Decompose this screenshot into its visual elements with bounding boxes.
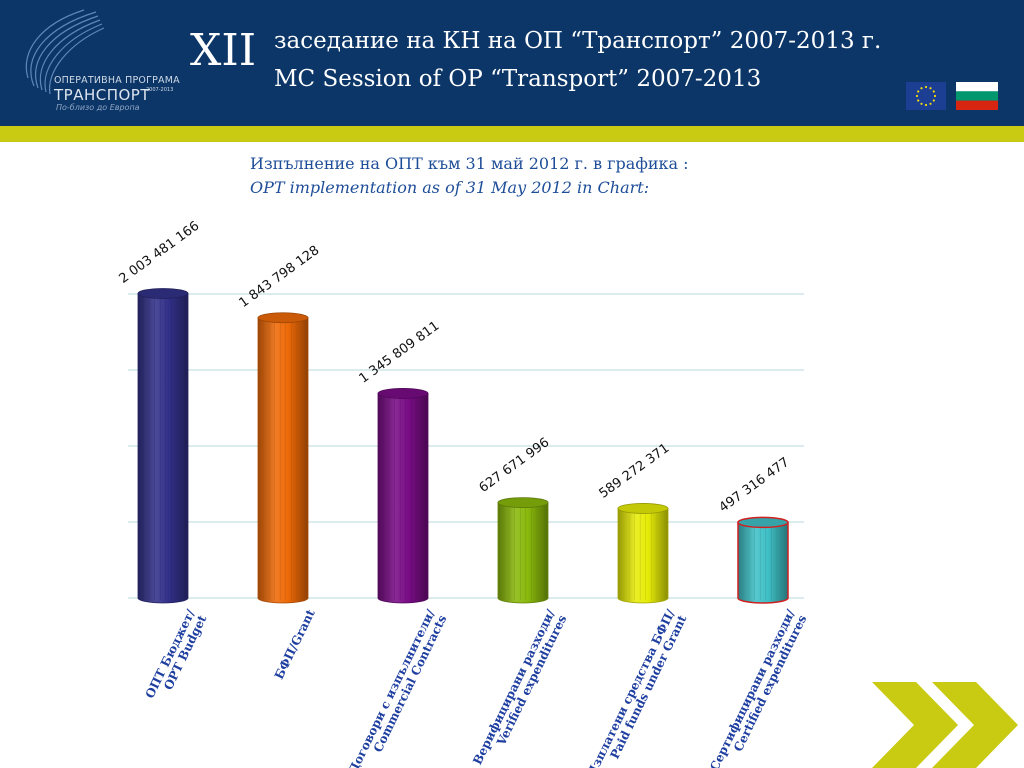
header-bar xyxy=(0,0,1024,126)
logo-text-years: 2007-2013 xyxy=(146,87,174,93)
bar-cap-5 xyxy=(737,516,789,529)
logo-swoosh-icon xyxy=(25,9,105,95)
value-label-2: 1 345 809 811 xyxy=(357,319,443,387)
chart-subtitle-en: OPT implementation as of 31 May 2012 in … xyxy=(250,178,650,197)
session-number: XII xyxy=(190,25,257,76)
next-chevrons-icon[interactable] xyxy=(872,682,1024,768)
logo-text-transport: ТРАНСПОРТ xyxy=(54,86,151,104)
bar-4 xyxy=(617,508,669,604)
bar-cap-2 xyxy=(377,388,429,399)
category-label-2: Договори с изпълнители/Commercial Contra… xyxy=(346,607,450,768)
eu-flag-icon xyxy=(906,82,946,110)
bar-2 xyxy=(377,393,429,604)
chart-subtitle-bg: Изпълнение на ОПТ към 31 май 2012 г. в г… xyxy=(250,154,689,173)
value-label-4: 589 272 371 xyxy=(597,441,673,502)
value-label-3: 627 671 996 xyxy=(477,435,553,496)
page-title-bg: заседание на КН на ОП “Транспорт” 2007-2… xyxy=(274,28,882,54)
category-label-1: БФП/Grant xyxy=(272,607,318,682)
op-transport-logo: ОПЕРАТИВНА ПРОГРАМА ТРАНСПОРТ 2007-2013 … xyxy=(14,8,189,114)
bar-cap-1 xyxy=(257,312,309,324)
bar-0 xyxy=(137,293,189,604)
category-label-0: ОПТ Бюджет/OPT Budget xyxy=(143,607,210,707)
logo-text-program: ОПЕРАТИВНА ПРОГРАМА xyxy=(54,75,180,86)
bulgaria-flag-icon xyxy=(956,82,998,110)
value-label-1: 1 843 798 128 xyxy=(237,243,323,311)
category-label-3: Верифицирани разходи/Verified expenditur… xyxy=(470,607,569,768)
logo-text-slogan: По-близо до Европа xyxy=(56,103,140,112)
value-label-5: 497 316 477 xyxy=(717,455,793,516)
page-title-en: MC Session of OP “Transport” 2007-2013 xyxy=(274,66,762,92)
bar-5 xyxy=(737,521,789,604)
value-label-0: 2 003 481 166 xyxy=(117,219,203,287)
bar-cap-0 xyxy=(137,288,189,299)
bar-cap-3 xyxy=(497,497,549,508)
bar-cap-4 xyxy=(617,503,669,514)
bar-1 xyxy=(257,317,309,604)
category-label-5: Сертифицирани разходи/Certified expendit… xyxy=(707,607,809,768)
bar-3 xyxy=(497,502,549,604)
category-label-4: Изплатени средства БФП/Paid funds under … xyxy=(584,607,689,768)
header-accent-band xyxy=(0,126,1024,142)
